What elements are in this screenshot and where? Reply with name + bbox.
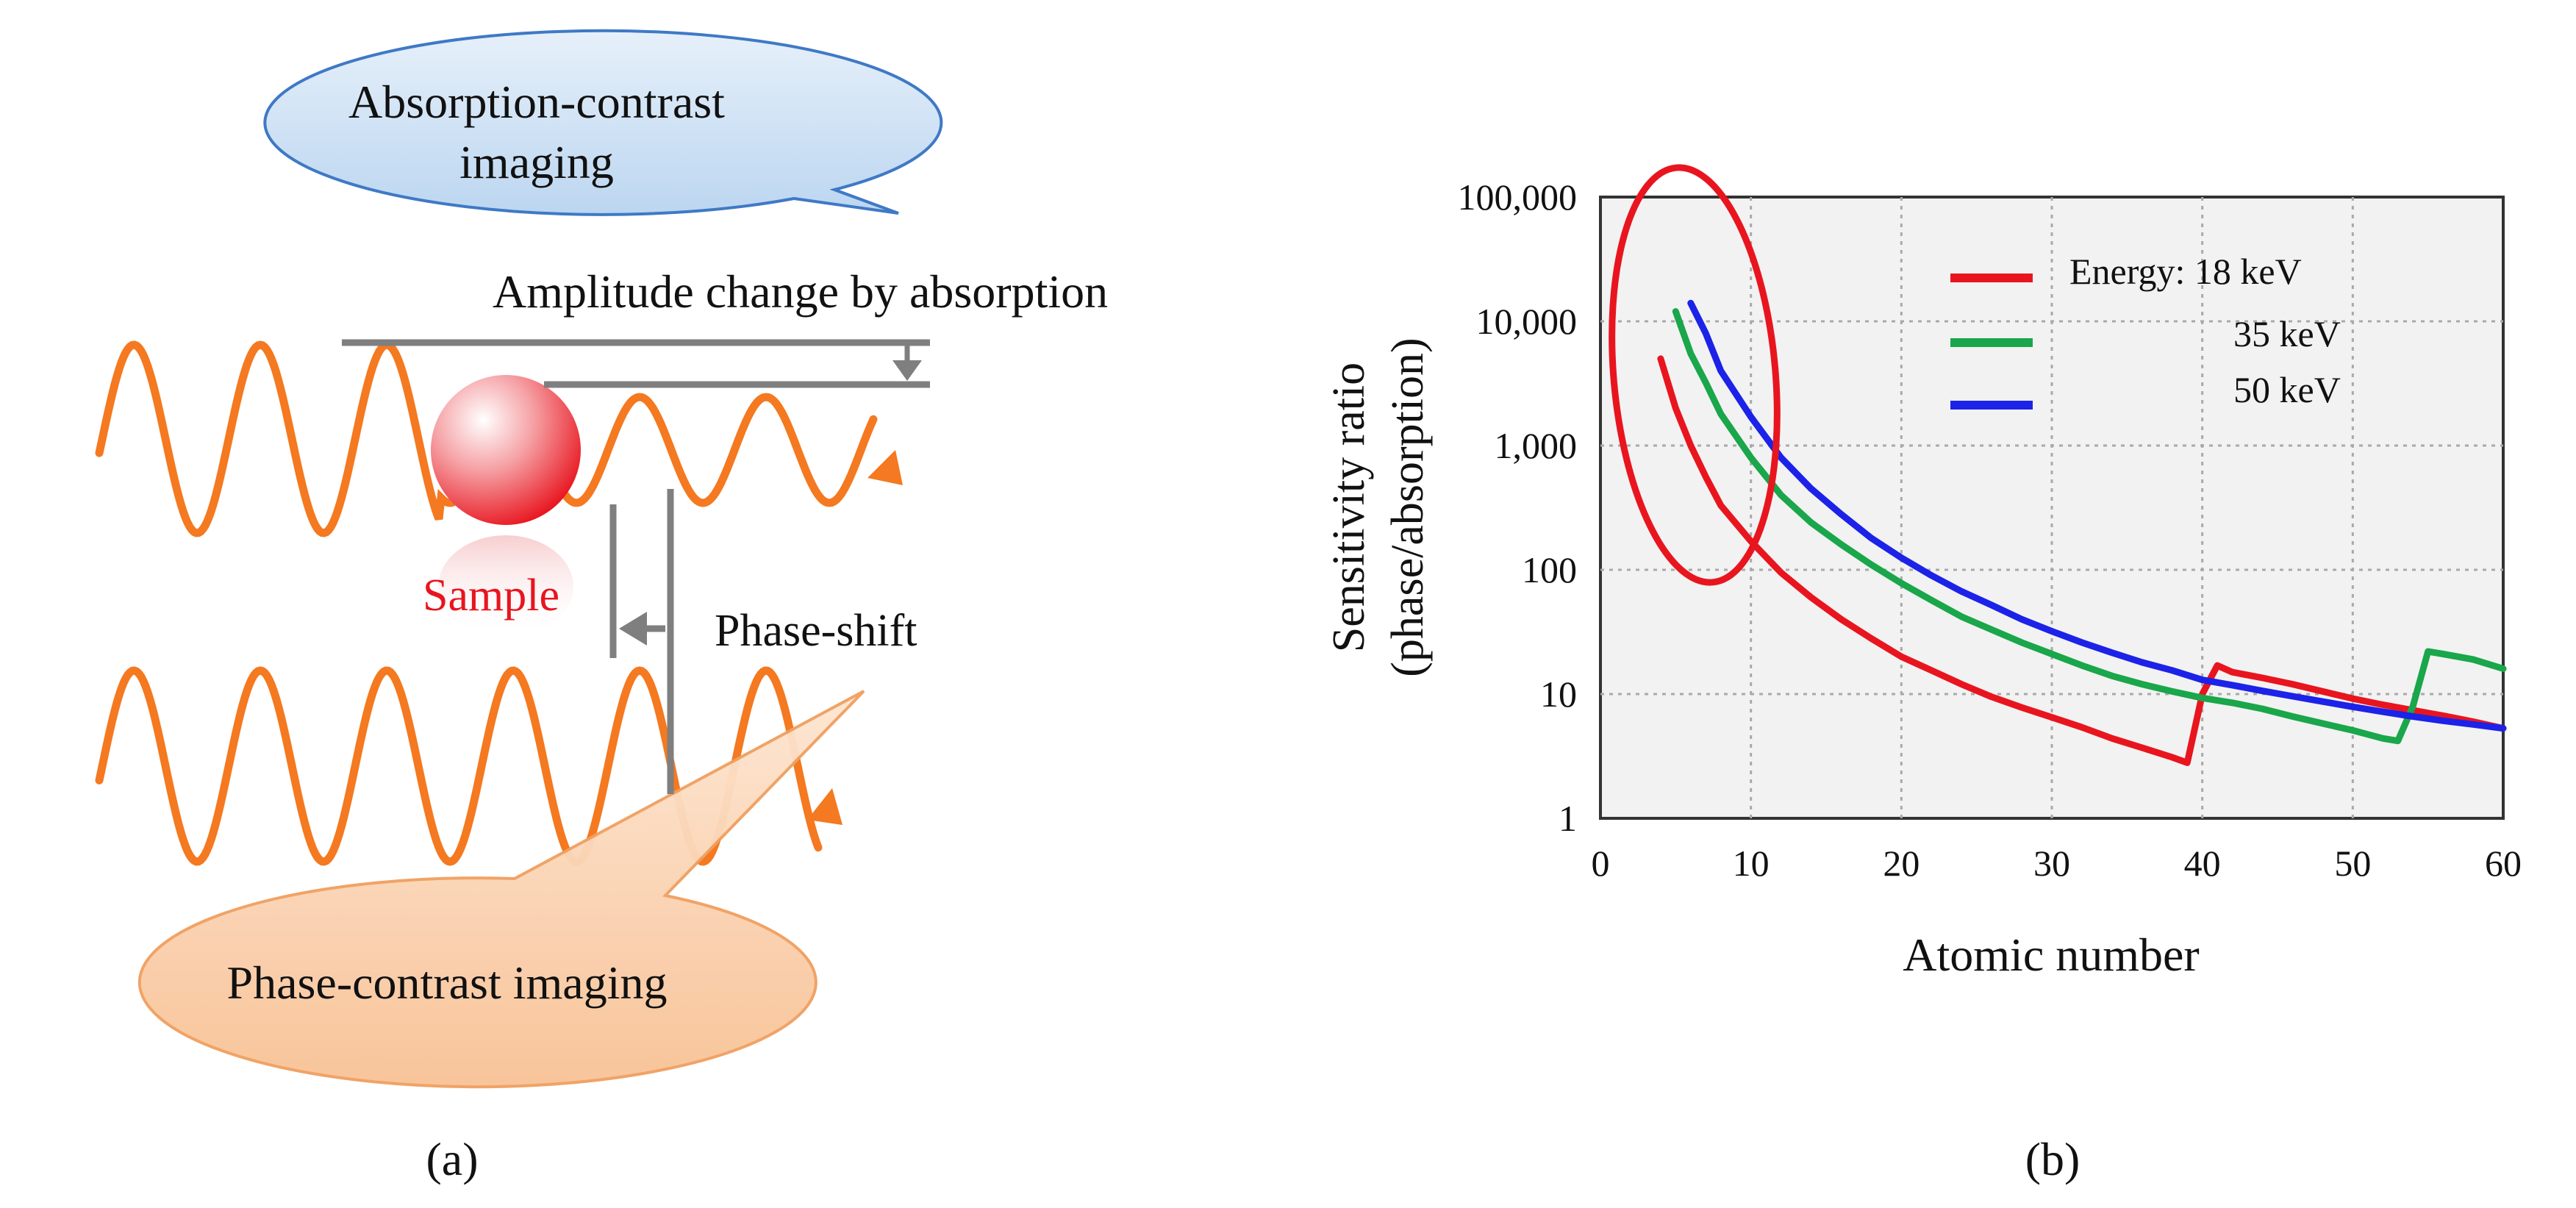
y-tick-label: 100,000 bbox=[1458, 176, 1578, 218]
x-tick-label: 50 bbox=[2334, 843, 2371, 884]
x-tick-label: 0 bbox=[1592, 843, 1610, 884]
x-tick-label: 10 bbox=[1733, 843, 1770, 884]
sample-label: Sample bbox=[423, 571, 559, 621]
phase-contrast-bubble: Phase-contrast imaging bbox=[137, 690, 865, 1089]
panel-b-caption: (b) bbox=[2025, 1133, 2081, 1185]
x-tick-label: 30 bbox=[2033, 843, 2070, 884]
x-tick-label: 40 bbox=[2184, 843, 2221, 884]
y-tick-label: 10,000 bbox=[1476, 301, 1578, 342]
legend: Energy: 18 keV 35 keV 50 keV bbox=[1950, 251, 2341, 410]
y-tick-label: 1,000 bbox=[1495, 425, 1578, 466]
amplitude-label: Amplitude change by absorption bbox=[493, 265, 1108, 318]
panel-a-diagram: Phase-contrast imaging Sample Amplitude … bbox=[95, 29, 1108, 1185]
x-axis-label: Atomic number bbox=[1903, 929, 2199, 981]
legend-label-35kev: 35 keV bbox=[2233, 313, 2341, 354]
series-layer bbox=[1657, 299, 2507, 766]
absorption-contrast-label-line1: Absorption-contrast bbox=[348, 76, 725, 128]
panel-a-caption: (a) bbox=[426, 1133, 478, 1185]
x-tick-label: 20 bbox=[1883, 843, 1920, 884]
absorption-contrast-label-line2: imaging bbox=[459, 136, 614, 188]
absorption-contrast-bubble: Absorption-contrast imaging bbox=[263, 29, 943, 216]
y-axis-label-line2: (phase/absorption) bbox=[1383, 337, 1433, 676]
legend-label-18kev: Energy: 18 keV bbox=[2069, 251, 2302, 292]
amplitude-indicator: Amplitude change by absorption bbox=[342, 265, 1108, 388]
phase-shift-label: Phase-shift bbox=[715, 606, 917, 656]
x-tick-labels: 0 10 20 30 40 50 60 bbox=[1592, 843, 2522, 884]
series-line-18kev bbox=[1657, 355, 2507, 766]
phase-contrast-label: Phase-contrast imaging bbox=[227, 957, 668, 1009]
grid bbox=[1600, 197, 2503, 818]
series-line-50kev bbox=[1687, 299, 2507, 732]
panel-b-chart: 0 10 20 30 40 50 60 1 10 100 1,000 10,000 100,000 E… bbox=[1324, 164, 2522, 1185]
y-tick-label: 100 bbox=[1522, 549, 1577, 590]
x-tick-label: 60 bbox=[2485, 843, 2522, 884]
y-tick-labels: 1 10 100 1,000 10,000 100,000 bbox=[1458, 176, 1578, 839]
low-z-highlight-ellipse bbox=[1609, 164, 1781, 586]
y-tick-label: 1 bbox=[1559, 798, 1577, 839]
series-line-35kev bbox=[1672, 308, 2507, 745]
y-axis-label-line1: Sensitivity ratio bbox=[1324, 362, 1374, 652]
sample-sphere bbox=[431, 375, 581, 525]
sample: Sample bbox=[423, 375, 581, 638]
bottom-wave-arrowhead bbox=[807, 788, 842, 825]
phase-shift-indicator: Phase-shift bbox=[609, 489, 917, 794]
y-tick-label: 10 bbox=[1540, 673, 1577, 715]
legend-label-50kev: 50 keV bbox=[2233, 369, 2341, 410]
top-wave-arrowhead bbox=[867, 450, 903, 485]
